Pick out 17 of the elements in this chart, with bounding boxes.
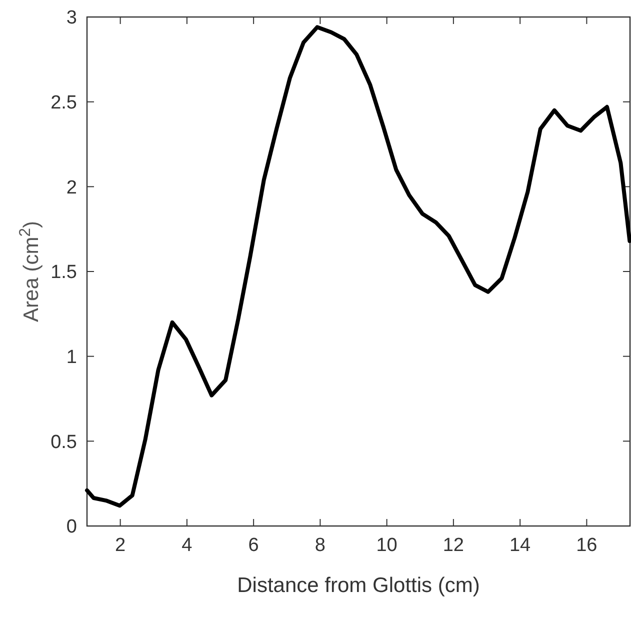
x-tick-label: 10	[376, 535, 398, 556]
y-tick-label: 2.5	[50, 92, 77, 114]
x-tick-label: 16	[576, 535, 598, 556]
x-tick-label: 6	[248, 535, 259, 556]
x-tick-label: 12	[442, 535, 464, 556]
y-tick-label: 3	[66, 8, 77, 29]
x-tick-label: 8	[314, 535, 326, 556]
line-series	[85, 25, 631, 508]
x-tick-label: 14	[509, 535, 532, 556]
x-axis-title: Distance from Glottis (cm)	[237, 574, 480, 597]
x-tick-label: 4	[182, 535, 193, 556]
y-tick-label: 0	[66, 516, 77, 538]
y-tick-label: 1	[66, 346, 77, 368]
y-tick-label: 1.5	[50, 262, 77, 284]
y-tick-label: 2	[66, 177, 77, 198]
x-tick-label: 2	[115, 535, 126, 556]
y-tick-label: 0.5	[50, 432, 77, 453]
